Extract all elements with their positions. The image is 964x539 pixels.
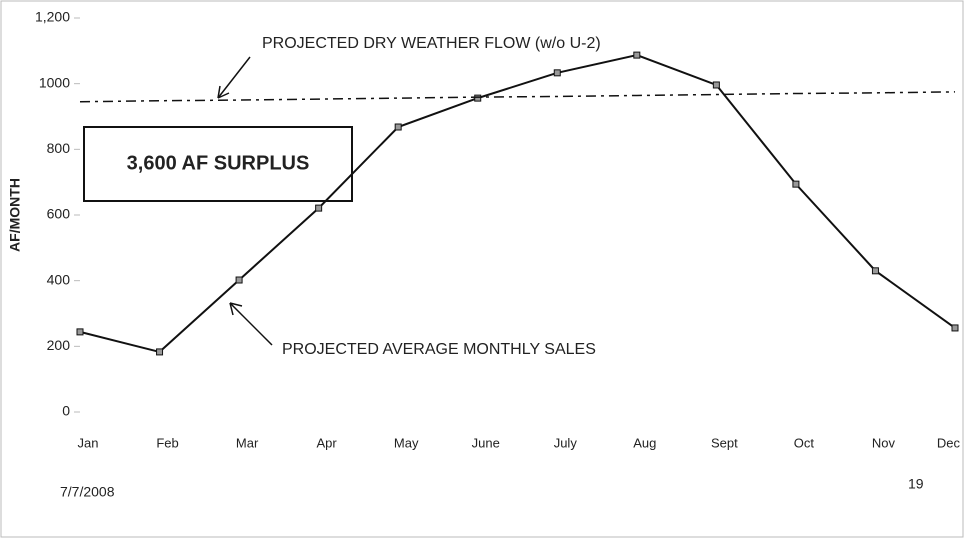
x-tick-label: May [394,435,419,450]
x-tick-label: Aug [633,435,656,450]
marker [474,94,482,102]
y-tick-label: 400 [47,271,71,287]
y-tick-label: 1,200 [35,9,70,25]
marker [315,204,323,212]
marker [871,267,879,275]
arrow [229,302,273,346]
x-tick-label: Feb [156,435,178,450]
y-tick-label: 800 [47,140,71,156]
y-tick-label: 1000 [39,74,70,90]
y-tick-label: 200 [47,337,71,353]
annotation: 3,600 AF SURPLUS [127,152,310,174]
marker [633,51,641,59]
marker [394,123,402,131]
marker [951,324,959,332]
series-label: PROJECTED DRY WEATHER FLOW (w/o U-2) [262,35,601,52]
x-tick-label: Jan [78,435,99,450]
series-label: PROJECTED AVERAGE MONTHLY SALES [282,341,596,358]
y-axis-label: AF/MONTH [7,178,23,252]
x-tick-label: Nov [872,435,896,450]
arrow-head [217,85,230,99]
dashed-line [79,91,956,103]
marker [712,81,720,89]
x-tick-label: Sept [711,435,738,450]
marker [553,69,561,77]
page-number: 19 [908,476,924,492]
marker [792,180,800,188]
annotation-box [83,126,353,202]
x-tick-label: June [472,435,500,450]
x-tick-label: July [554,435,578,450]
y-tick-label: 0 [62,403,70,419]
x-tick-label: Dec [937,435,961,450]
arrow-head [229,302,243,316]
marker [156,348,164,356]
x-tick-label: Apr [317,435,338,450]
marker [235,276,243,284]
footer-date: 7/7/2008 [60,484,115,500]
x-tick-label: Mar [236,435,259,450]
x-tick-label: Oct [794,435,815,450]
arrow [217,56,251,99]
marker [76,328,84,336]
line [79,54,956,354]
y-tick-label: 600 [47,206,71,222]
